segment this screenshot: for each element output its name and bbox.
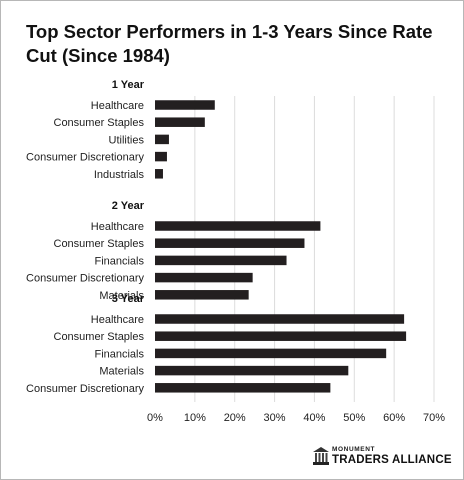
x-tick-label: 30% — [264, 412, 286, 424]
category-label: Industrials — [94, 169, 145, 181]
category-label: Utilities — [109, 134, 145, 146]
bar — [155, 383, 331, 393]
bar — [155, 348, 387, 359]
x-tick-label: 20% — [224, 412, 246, 424]
category-label: Consumer Staples — [54, 117, 145, 129]
logo-main-text: TRADERS ALLIANCE — [332, 454, 452, 466]
x-tick-label: 60% — [383, 412, 405, 424]
category-label: Consumer Staples — [54, 331, 145, 343]
category-label: Materials — [99, 366, 144, 378]
x-tick-label: 40% — [303, 412, 325, 424]
category-label: Materials — [99, 290, 144, 302]
bar — [155, 314, 405, 324]
bar — [155, 169, 163, 179]
bar — [155, 331, 407, 341]
category-label: Healthcare — [91, 100, 144, 112]
bar — [155, 151, 167, 162]
brand-logo: MONUMENT TRADERS ALLIANCE — [312, 446, 452, 470]
group-heading: 3 Year — [112, 293, 145, 305]
bar — [155, 134, 169, 145]
bar — [155, 365, 349, 376]
x-tick-label: 10% — [184, 412, 206, 424]
bar — [155, 272, 253, 283]
category-label: Financials — [94, 255, 144, 267]
category-label: Consumer Discretionary — [26, 152, 144, 164]
logo-top-text: MONUMENT — [332, 446, 376, 453]
category-label: Consumer Discretionary — [26, 383, 144, 395]
group-heading: 1 Year — [112, 79, 145, 91]
bar-chart: 0% 10% 20% 30% 40% 50% 60% 70% 1 Year Healthcare C… — [26, 79, 445, 424]
x-tick-label: 50% — [343, 412, 365, 424]
chart-title: Top Sector Performers in 1-3 Years Since… — [26, 21, 433, 66]
x-tick-label: 0% — [147, 412, 163, 424]
x-tick-label: 70% — [423, 412, 445, 424]
bar — [155, 255, 287, 266]
bar — [155, 117, 205, 127]
bar — [155, 100, 215, 110]
group-heading: 2 Year — [112, 200, 145, 212]
category-label: Financials — [94, 348, 144, 360]
bar — [155, 290, 249, 300]
category-label: Consumer Staples — [54, 238, 145, 250]
category-label: Consumer Discretionary — [26, 273, 144, 285]
bar — [155, 221, 321, 231]
monument-logo-icon — [313, 447, 329, 465]
category-label: Healthcare — [91, 221, 144, 233]
bar — [155, 238, 305, 248]
category-label: Healthcare — [91, 314, 144, 326]
